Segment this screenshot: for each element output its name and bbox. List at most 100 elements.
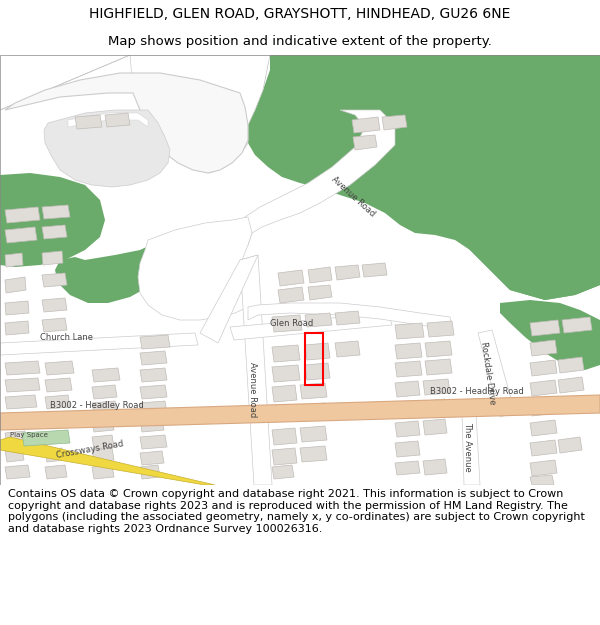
Polygon shape xyxy=(0,333,198,355)
Text: The Avenue: The Avenue xyxy=(464,422,473,472)
Polygon shape xyxy=(44,110,170,187)
Polygon shape xyxy=(140,401,167,415)
Text: HIGHFIELD, GLEN ROAD, GRAYSHOTT, HINDHEAD, GU26 6NE: HIGHFIELD, GLEN ROAD, GRAYSHOTT, HINDHEA… xyxy=(89,7,511,21)
Polygon shape xyxy=(92,448,114,462)
Polygon shape xyxy=(423,459,447,475)
Polygon shape xyxy=(0,437,215,485)
Polygon shape xyxy=(42,318,67,332)
Polygon shape xyxy=(530,420,557,436)
Polygon shape xyxy=(45,378,72,392)
Polygon shape xyxy=(395,461,420,475)
Polygon shape xyxy=(272,385,297,402)
Polygon shape xyxy=(92,465,114,479)
Polygon shape xyxy=(353,135,377,150)
Polygon shape xyxy=(362,263,387,277)
Polygon shape xyxy=(335,311,360,325)
Polygon shape xyxy=(5,321,29,335)
Polygon shape xyxy=(427,321,454,337)
Polygon shape xyxy=(5,465,30,479)
Polygon shape xyxy=(5,413,32,427)
Polygon shape xyxy=(0,395,600,430)
Polygon shape xyxy=(5,227,37,243)
Polygon shape xyxy=(0,55,270,173)
Polygon shape xyxy=(140,465,160,479)
Polygon shape xyxy=(423,399,447,415)
Polygon shape xyxy=(305,343,330,360)
Polygon shape xyxy=(500,300,600,370)
Polygon shape xyxy=(558,437,582,453)
Polygon shape xyxy=(68,113,148,127)
Polygon shape xyxy=(300,403,327,419)
Polygon shape xyxy=(272,448,297,465)
Polygon shape xyxy=(5,73,248,173)
Text: Church Lane: Church Lane xyxy=(40,334,93,342)
Polygon shape xyxy=(395,361,422,377)
Polygon shape xyxy=(248,55,600,300)
Polygon shape xyxy=(75,115,102,129)
Text: Avenue Road: Avenue Road xyxy=(330,175,377,219)
Polygon shape xyxy=(460,210,600,300)
Polygon shape xyxy=(278,270,304,286)
Polygon shape xyxy=(45,395,70,409)
Polygon shape xyxy=(478,330,515,417)
Polygon shape xyxy=(300,426,327,442)
Text: B3002 - Headley Road: B3002 - Headley Road xyxy=(50,401,144,409)
Polygon shape xyxy=(395,381,420,397)
Polygon shape xyxy=(300,383,327,399)
Polygon shape xyxy=(423,419,447,435)
Polygon shape xyxy=(308,285,332,300)
Polygon shape xyxy=(22,430,70,446)
Polygon shape xyxy=(92,401,117,415)
Polygon shape xyxy=(530,475,554,485)
Text: Crossways Road: Crossways Road xyxy=(55,439,124,461)
Polygon shape xyxy=(462,413,480,485)
Text: Avenue Road: Avenue Road xyxy=(248,362,257,418)
Polygon shape xyxy=(335,265,360,280)
Polygon shape xyxy=(55,243,162,303)
Polygon shape xyxy=(200,255,258,343)
Polygon shape xyxy=(423,379,450,395)
Polygon shape xyxy=(272,405,297,422)
Text: B3002 - Headley Road: B3002 - Headley Road xyxy=(430,388,524,396)
Polygon shape xyxy=(395,401,420,417)
Polygon shape xyxy=(305,363,330,380)
Polygon shape xyxy=(382,115,407,130)
Polygon shape xyxy=(425,359,452,375)
Polygon shape xyxy=(42,273,67,287)
Polygon shape xyxy=(305,313,332,327)
Polygon shape xyxy=(558,377,584,393)
Polygon shape xyxy=(530,380,557,396)
Polygon shape xyxy=(42,225,67,239)
Polygon shape xyxy=(562,317,592,333)
Polygon shape xyxy=(45,413,70,427)
Polygon shape xyxy=(272,315,302,332)
Polygon shape xyxy=(42,298,67,312)
Polygon shape xyxy=(335,341,360,357)
Polygon shape xyxy=(230,313,392,340)
Polygon shape xyxy=(92,418,114,432)
Polygon shape xyxy=(5,361,40,375)
Polygon shape xyxy=(530,360,557,376)
Polygon shape xyxy=(238,110,395,245)
Polygon shape xyxy=(530,340,557,356)
Polygon shape xyxy=(140,385,167,399)
Polygon shape xyxy=(425,341,452,357)
Polygon shape xyxy=(530,400,557,416)
Polygon shape xyxy=(140,368,167,382)
Text: Play Space: Play Space xyxy=(10,432,48,438)
Polygon shape xyxy=(5,301,29,315)
Polygon shape xyxy=(5,207,40,223)
Polygon shape xyxy=(92,385,117,399)
Polygon shape xyxy=(138,217,252,320)
Polygon shape xyxy=(5,448,24,462)
Polygon shape xyxy=(352,117,380,133)
Polygon shape xyxy=(272,428,297,445)
Polygon shape xyxy=(308,267,332,283)
Polygon shape xyxy=(558,357,584,373)
Polygon shape xyxy=(300,446,327,462)
Polygon shape xyxy=(5,431,27,445)
Polygon shape xyxy=(92,435,114,449)
Polygon shape xyxy=(5,378,40,392)
Text: Map shows position and indicative extent of the property.: Map shows position and indicative extent… xyxy=(108,35,492,48)
Polygon shape xyxy=(272,345,300,362)
